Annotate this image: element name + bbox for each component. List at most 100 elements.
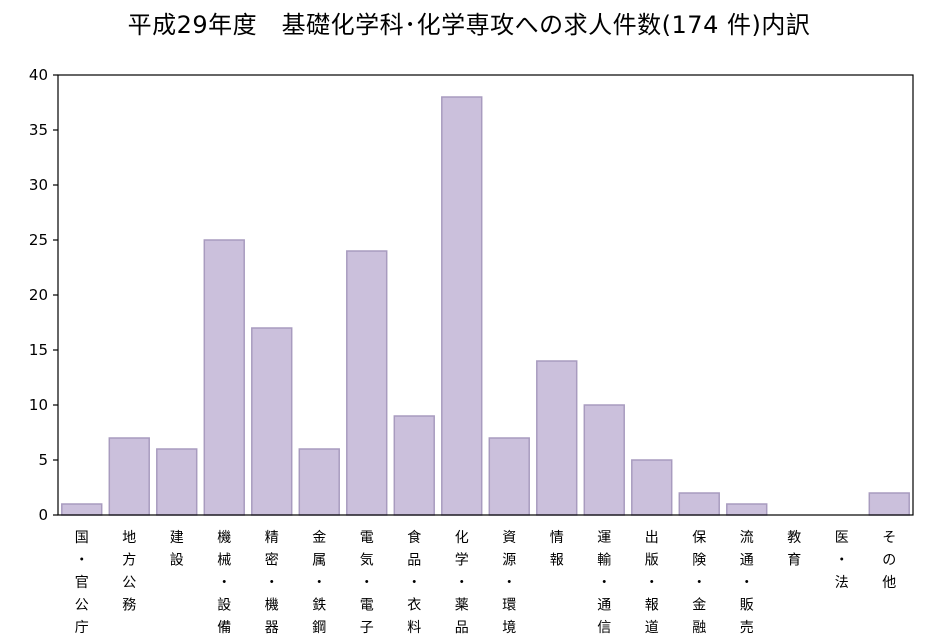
x-category-label: 建設 <box>170 530 184 569</box>
x-category-char: 報 <box>645 598 659 614</box>
x-category-label: 金属・鉄鋼 <box>312 530 326 636</box>
x-category-char: 子 <box>360 620 374 636</box>
y-tick-label: 30 <box>29 176 48 194</box>
y-tick-label: 10 <box>29 396 48 414</box>
x-category-char: 料 <box>407 620 421 636</box>
x-category-char: 法 <box>835 575 849 591</box>
x-category-char: ・ <box>740 575 754 591</box>
y-tick-label: 15 <box>29 341 48 359</box>
x-category-char: ・ <box>265 575 279 591</box>
bar-3 <box>203 239 245 516</box>
x-category-char: ・ <box>312 575 326 591</box>
x-category-char: 出 <box>645 530 659 546</box>
y-axis-ticks: 0 5 10 15 20 25 30 35 40 <box>29 66 58 524</box>
x-category-char: 育 <box>787 553 801 569</box>
bar-13 <box>678 492 720 516</box>
x-category-char: 険 <box>692 553 706 569</box>
x-category-char: ・ <box>692 575 706 591</box>
x-category-char: 通 <box>597 598 611 614</box>
x-category-char: 電 <box>360 598 374 614</box>
y-tick-label: 0 <box>38 506 48 524</box>
x-category-label: 教育 <box>787 530 801 569</box>
x-category-char: ・ <box>645 575 659 591</box>
x-category-label: 電気・電子 <box>360 530 374 636</box>
x-category-label: 精密・機器 <box>265 530 279 636</box>
x-category-char: 械 <box>217 553 231 569</box>
x-category-char: 機 <box>217 530 231 546</box>
x-category-char: 国 <box>75 530 89 546</box>
bar-6 <box>346 250 388 516</box>
x-category-char: 備 <box>217 620 231 636</box>
y-tick-label: 40 <box>29 66 48 84</box>
x-category-label: 国・官公庁 <box>75 530 89 636</box>
x-category-char: 版 <box>645 553 659 569</box>
x-category-char: 環 <box>502 598 516 614</box>
x-category-char: 食 <box>407 529 421 546</box>
x-category-char: 資 <box>502 530 516 546</box>
x-category-char: 金 <box>692 598 706 614</box>
x-category-char: ・ <box>407 575 421 591</box>
x-category-char: ・ <box>502 575 516 591</box>
x-category-char: 信 <box>597 620 611 636</box>
x-category-char: 境 <box>502 620 516 636</box>
y-tick-label: 5 <box>38 451 48 469</box>
x-category-char: 電 <box>360 530 374 546</box>
x-category-char: 流 <box>740 530 754 546</box>
x-category-char: 官 <box>75 575 89 591</box>
bar-12 <box>631 459 673 516</box>
x-category-char: 金 <box>312 530 326 546</box>
x-category-char: 薬 <box>455 598 469 614</box>
bar-5 <box>298 448 340 516</box>
x-category-char: ・ <box>455 575 469 591</box>
x-category-label: 流通・販売 <box>740 530 754 636</box>
x-category-char: 公 <box>122 575 136 591</box>
bar-2 <box>156 448 198 516</box>
bar-9 <box>488 437 530 516</box>
x-category-char: 建 <box>170 530 184 546</box>
x-category-char: 庁 <box>75 620 89 636</box>
x-category-char: ・ <box>75 553 89 569</box>
x-category-label: 運輸・通信 <box>597 530 611 636</box>
x-category-char: 源 <box>502 553 516 569</box>
x-category-char: 機 <box>265 598 279 614</box>
x-category-label: 医・法 <box>835 530 849 591</box>
x-category-char: 密 <box>265 552 279 569</box>
x-category-char: 気 <box>360 553 374 569</box>
x-axis-labels: 国・官公庁地方公務建設機械・設備精密・機器金属・鉄鋼電気・電子食品・衣料化学・薬… <box>75 529 897 636</box>
x-category-char: 務 <box>122 598 136 614</box>
x-category-char: 医 <box>835 530 849 546</box>
bar-17 <box>868 492 910 516</box>
x-category-char: 融 <box>692 620 706 636</box>
x-category-char: 輸 <box>597 553 611 569</box>
x-category-char: 運 <box>597 530 611 546</box>
x-category-char: 報 <box>550 553 564 569</box>
x-category-char: 精 <box>265 530 279 546</box>
x-category-char: 他 <box>882 575 896 591</box>
x-category-char: ・ <box>217 575 231 591</box>
chart-title: 平成29年度 基礎化学科･化学専攻への求人件数(174 件)内訳 <box>127 11 811 39</box>
x-category-char: 地 <box>122 530 136 546</box>
bar-8 <box>441 96 483 516</box>
y-tick-label: 35 <box>29 121 48 139</box>
x-category-label: 情報 <box>550 530 564 569</box>
x-category-label: 機械・設備 <box>217 530 231 636</box>
x-category-char: 化 <box>455 530 469 546</box>
x-category-label: 出版・報道 <box>645 530 659 636</box>
x-category-char: 学 <box>455 553 469 569</box>
x-category-char: 品 <box>455 620 469 636</box>
x-category-char: 売 <box>740 620 754 636</box>
x-category-char: 保 <box>692 530 706 546</box>
x-category-char: 鉄 <box>312 598 326 614</box>
bar-0 <box>61 503 103 516</box>
bar-7 <box>393 415 435 516</box>
bar-10 <box>536 360 578 516</box>
bar-14 <box>726 503 768 516</box>
x-category-label: 保険・金融 <box>692 530 706 636</box>
x-category-char: の <box>882 553 896 569</box>
x-category-label: その他 <box>882 530 896 591</box>
y-tick-label: 20 <box>29 286 48 304</box>
x-category-char: 設 <box>217 598 231 614</box>
x-category-char: 属 <box>312 553 326 569</box>
x-category-char: ・ <box>597 575 611 591</box>
x-category-char: 通 <box>740 553 754 569</box>
